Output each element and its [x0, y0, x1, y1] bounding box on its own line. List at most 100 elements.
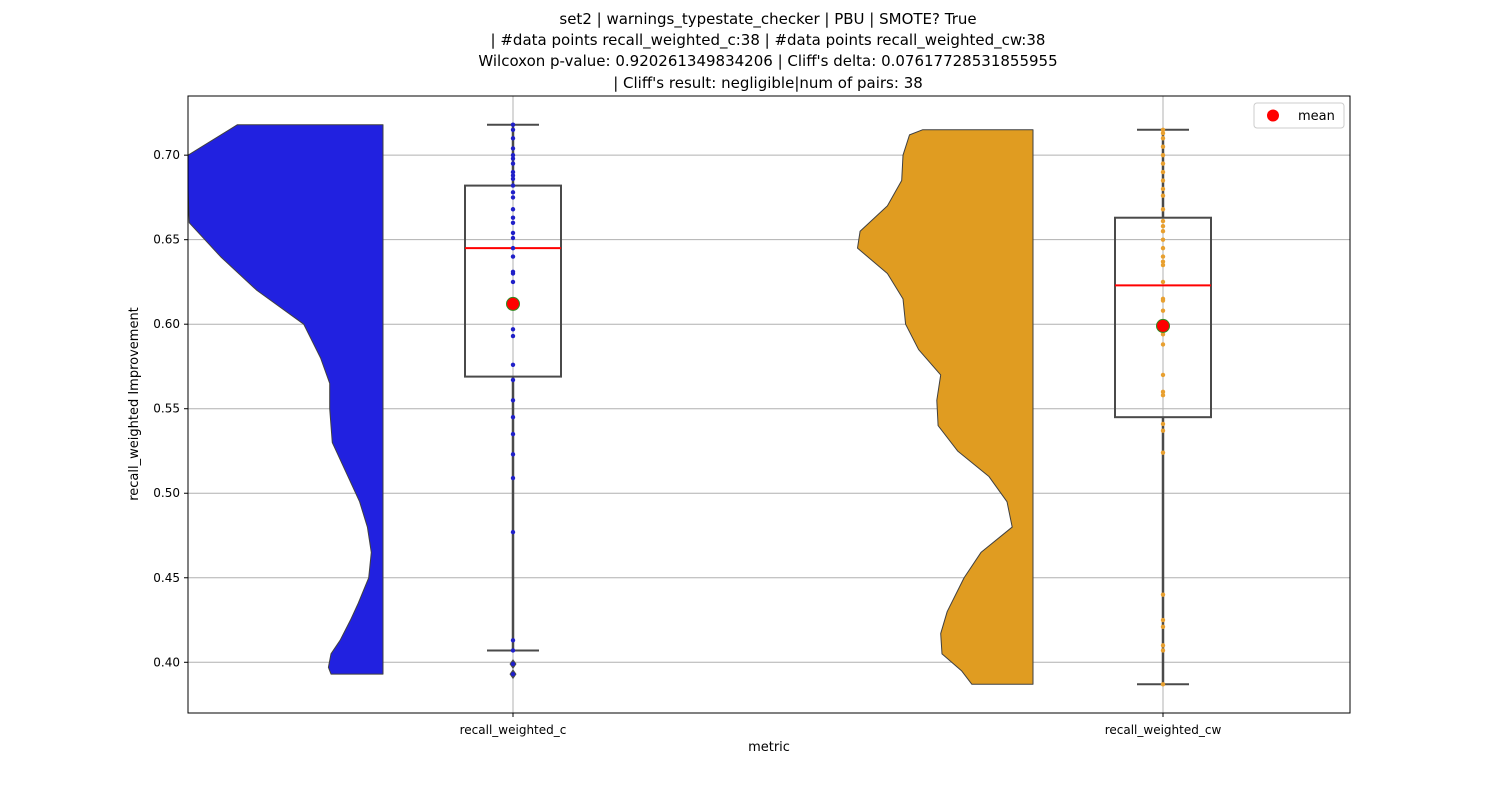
data-point — [1160, 617, 1166, 623]
mean-marker — [1156, 318, 1170, 333]
chart-title: set2 | warnings_typestate_checker | PBU … — [478, 10, 1057, 92]
x-tick-label: recall_weighted_cw — [1105, 723, 1222, 737]
data-point — [510, 161, 516, 166]
mean-marker — [506, 296, 520, 311]
data-point — [510, 431, 516, 437]
data-point — [510, 122, 516, 127]
violin-layer — [188, 124, 1034, 685]
data-point — [510, 195, 516, 200]
data-point — [1160, 254, 1166, 259]
box-layer — [464, 123, 1212, 686]
data-point — [510, 235, 516, 241]
data-point — [510, 146, 516, 151]
y-tick-label: 0.40 — [153, 655, 180, 669]
data-point — [510, 398, 516, 403]
data-point — [510, 173, 516, 178]
data-point — [1160, 245, 1166, 251]
data-point — [1160, 450, 1166, 455]
data-point — [510, 648, 516, 653]
data-point — [510, 377, 516, 383]
data-point — [1160, 308, 1166, 313]
y-axis: 0.40 0.45 0.50 0.55 0.60 0.65 0.70 — [153, 148, 188, 669]
data-point — [1160, 144, 1166, 149]
data-point — [1160, 393, 1166, 398]
data-point — [510, 661, 516, 667]
x-tick-label: recall_weighted_c — [460, 723, 567, 737]
data-point — [1160, 152, 1166, 158]
data-point — [510, 529, 516, 535]
x-axis: recall_weighted_c recall_weighted_cw — [460, 713, 1222, 737]
data-point — [510, 127, 516, 133]
data-point — [510, 271, 516, 276]
data-point — [510, 220, 516, 225]
data-point — [1160, 136, 1166, 141]
data-point — [1160, 237, 1166, 242]
data-point — [510, 475, 516, 481]
data-point — [1160, 127, 1166, 133]
y-tick-label: 0.50 — [153, 486, 180, 500]
data-point — [510, 279, 516, 285]
data-point — [510, 362, 516, 367]
data-point — [510, 176, 516, 182]
y-axis-label: recall_weighted Improvement — [127, 307, 142, 501]
y-tick-label: 0.70 — [153, 148, 180, 162]
data-point — [1160, 332, 1166, 337]
legend-mean-label: mean — [1298, 109, 1335, 124]
data-point — [1160, 389, 1166, 395]
y-tick-label: 0.60 — [153, 317, 180, 331]
data-point — [1160, 372, 1166, 378]
data-point — [510, 183, 516, 188]
data-point — [510, 414, 516, 420]
data-point — [510, 152, 516, 158]
title-line-1: set2 | warnings_typestate_checker | PBU … — [559, 10, 976, 29]
data-point — [510, 156, 516, 161]
y-tick-label: 0.45 — [153, 571, 180, 585]
data-point — [510, 254, 516, 259]
data-point — [1160, 342, 1166, 347]
data-point — [1160, 169, 1166, 175]
legend-box — [1253, 102, 1345, 129]
violin-recall_weighted_c — [188, 124, 384, 675]
violin-recall_weighted_cw — [857, 129, 1034, 685]
box-recall_weighted_cw — [1114, 216, 1212, 419]
data-point — [510, 327, 516, 332]
data-point — [1160, 421, 1166, 427]
data-point — [510, 169, 516, 175]
legend: mean — [1253, 102, 1345, 129]
data-point — [1160, 624, 1166, 629]
legend-mean-marker — [1267, 109, 1279, 122]
data-point — [1160, 296, 1166, 302]
data-point — [1160, 186, 1166, 192]
data-point — [510, 333, 516, 339]
data-point — [1160, 259, 1166, 264]
x-axis-label: metric — [748, 740, 790, 755]
data-point — [510, 638, 516, 643]
plot-frame — [187, 95, 1351, 714]
data-point — [510, 190, 516, 195]
data-point — [1160, 161, 1166, 166]
data-point — [1160, 648, 1166, 653]
data-point — [1160, 193, 1166, 198]
data-point — [1160, 643, 1166, 648]
data-point — [1160, 229, 1166, 234]
data-point — [1160, 682, 1166, 687]
data-point — [1160, 592, 1166, 597]
data-point — [1160, 178, 1166, 183]
data-point — [510, 207, 516, 212]
data-point — [510, 671, 516, 677]
data-point — [510, 245, 516, 251]
data-point — [1160, 428, 1166, 433]
data-point — [1160, 279, 1166, 285]
title-line-3: Wilcoxon p-value: 0.920261349834206 | Cl… — [478, 52, 1057, 70]
data-point — [510, 452, 516, 457]
points-layer — [506, 122, 1170, 687]
data-point — [510, 215, 516, 220]
title-line-4: | Cliff's result: negligible|num of pair… — [613, 74, 923, 92]
data-point — [1160, 262, 1166, 268]
data-point — [1160, 130, 1166, 136]
y-tick-label: 0.55 — [153, 402, 180, 416]
data-point — [1160, 218, 1166, 224]
data-point — [510, 230, 516, 236]
data-point — [1160, 223, 1166, 229]
